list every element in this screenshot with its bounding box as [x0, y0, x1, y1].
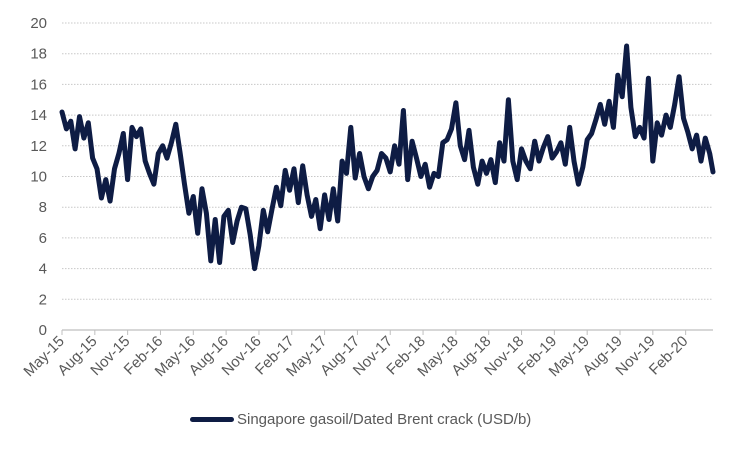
y-tick-label: 16: [30, 76, 47, 93]
y-axis: 0 2 4 6 8 10 12 14 16 18 20: [30, 15, 47, 339]
gridlines: [62, 22, 713, 300]
y-tick-label: 4: [39, 261, 47, 278]
y-tick-label: 8: [39, 199, 47, 216]
y-tick-label: 20: [30, 15, 47, 32]
y-tick-label: 10: [30, 169, 47, 186]
y-tick-label: 2: [39, 291, 47, 308]
y-tick-label: 0: [39, 322, 47, 339]
legend-swatch: [190, 417, 234, 422]
y-tick-label: 18: [30, 46, 47, 63]
y-tick-label: 6: [39, 230, 47, 247]
y-tick-label: 12: [30, 138, 47, 155]
x-axis: May-15Aug-15Nov-15Feb-16May-16Aug-16Nov-…: [20, 329, 713, 380]
legend: Singapore gasoil/Dated Brent crack (USD/…: [190, 411, 531, 428]
series-group: [59, 43, 716, 272]
y-tick-label: 14: [30, 107, 47, 124]
line-chart: 0 2 4 6 8 10 12 14 16 18 20 May-15Aug-15Nov-15Feb-…: [20, 15, 716, 380]
series-line: [59, 43, 716, 272]
legend-label: Singapore gasoil/Dated Brent crack (USD/…: [237, 411, 532, 428]
